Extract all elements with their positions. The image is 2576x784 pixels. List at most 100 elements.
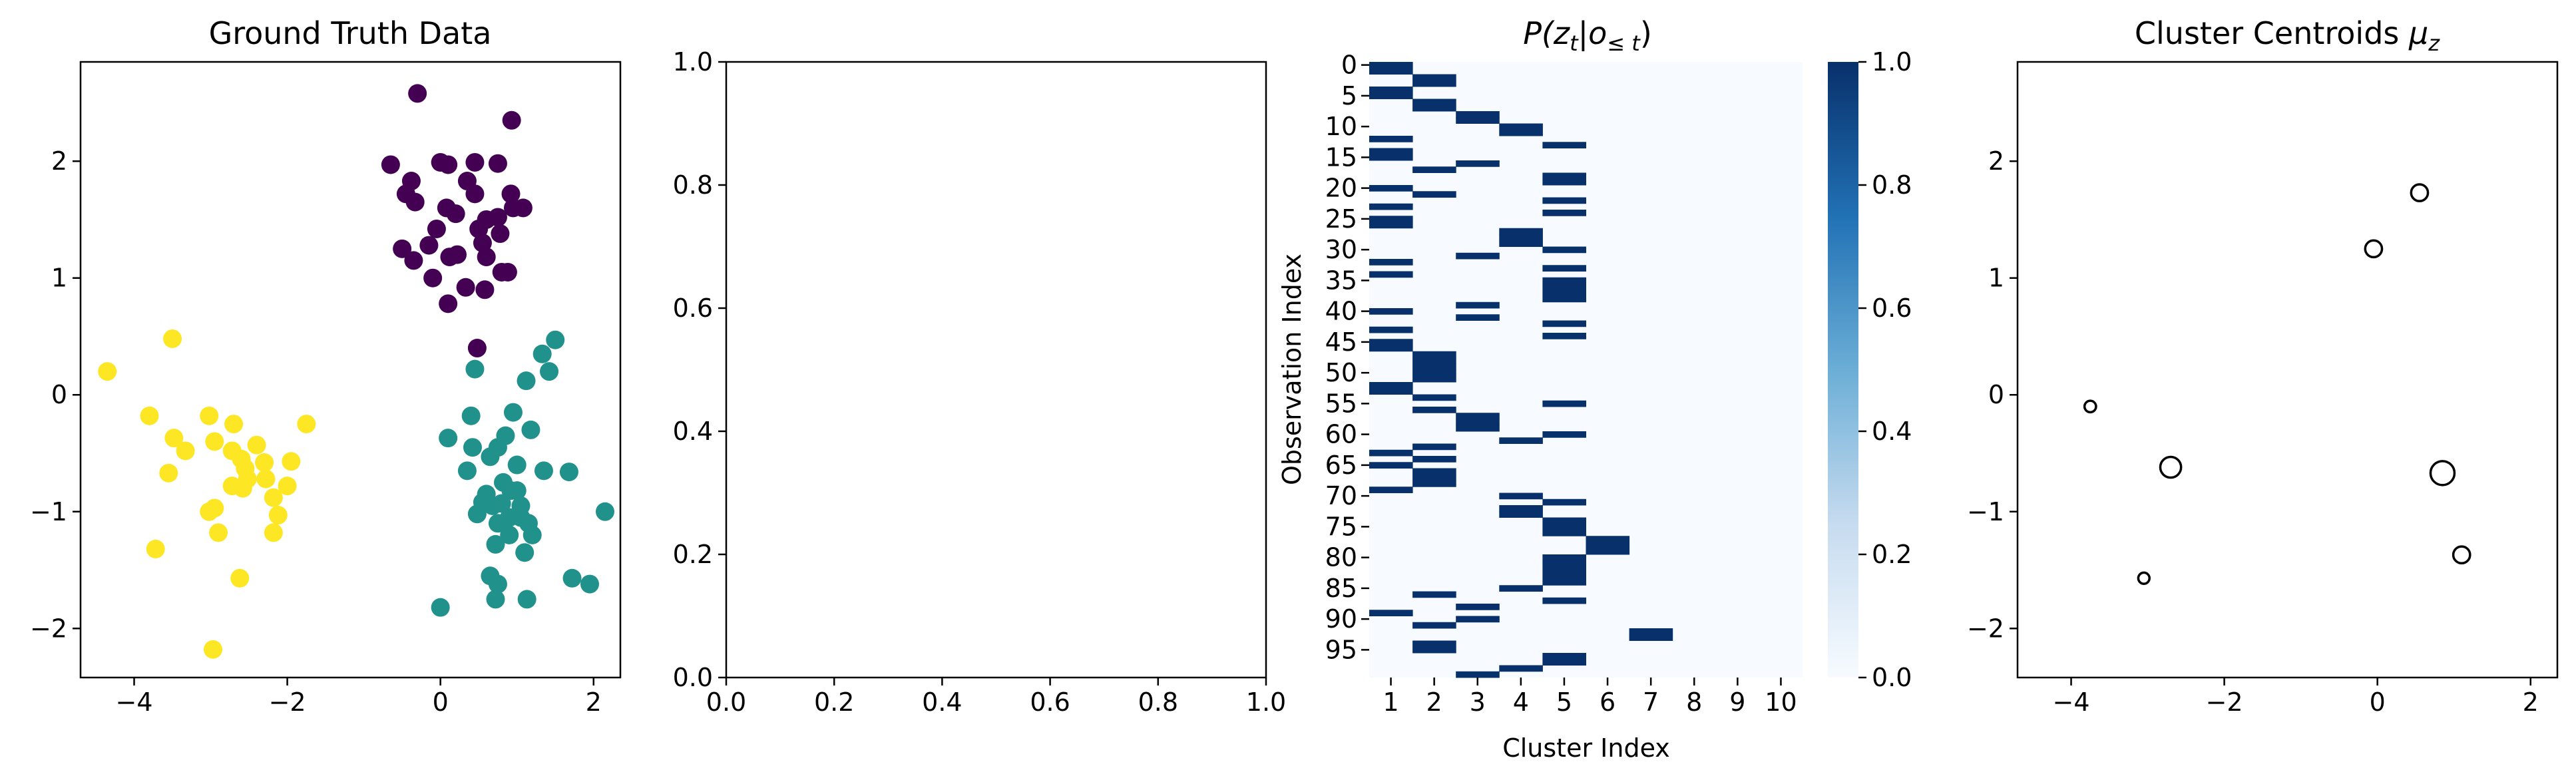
heatmap-ytick-label: 5 [1341, 81, 1357, 110]
posterior-heatmap-panel: P(zt|o≤ t) 1 2 3 4 5 6 7 8 9 10051015202530354045… [1277, 15, 1912, 763]
heatmap-cell [1412, 481, 1456, 487]
heatmap-ytick-label: 60 [1325, 420, 1357, 449]
data-point-cluster-1 [491, 224, 510, 244]
heatmap-cell [1542, 290, 1586, 296]
data-point-cluster-1 [465, 184, 485, 204]
heatmap-cell [1369, 203, 1413, 210]
ground-truth-title: Ground Truth Data [209, 15, 492, 51]
heatmap-cell [1542, 400, 1586, 407]
centroid-marker [2364, 239, 2384, 259]
colorbar-tick-label: 0.4 [1872, 417, 1912, 446]
heatmap-cell [1369, 259, 1413, 266]
heatmap-cell [1369, 487, 1413, 493]
heatmap-cell [1412, 351, 1456, 358]
heatmap-cell [1456, 671, 1500, 678]
heatmap-cell [1412, 640, 1456, 648]
heatmap-cell [1542, 431, 1586, 438]
heatmap-ytick-label: 65 [1325, 451, 1357, 480]
empty-axes-ticks: 0.0 0.2 0.4 0.6 0.8 1.0 0.0 0.2 0.4 0.6 0.8 1.0 [673, 47, 1287, 717]
data-point-cluster-3 [264, 488, 283, 507]
empty-axes-xtick-label: 0.0 [706, 687, 746, 717]
heatmap-cell [1369, 154, 1413, 161]
heatmap-ytick-label: 40 [1325, 297, 1357, 326]
data-point-cluster-2 [521, 420, 540, 439]
heatmap-xtick-label: 3 [1470, 687, 1486, 717]
data-point-cluster-2 [517, 590, 537, 609]
data-point-cluster-2 [461, 406, 481, 425]
colorbar-ticks: 0.0 0.2 0.4 0.6 0.8 1.0 [1858, 47, 1912, 692]
heatmap-cells [1369, 62, 1673, 678]
heatmap-cell [1369, 216, 1413, 222]
centroids-ytick-label: −1 [1967, 497, 2004, 526]
empty-axes-ytick-label: 0.2 [673, 540, 713, 569]
empty-axes-ytick-label: 0.4 [673, 417, 713, 446]
heatmap-cell [1369, 345, 1413, 352]
heatmap-cell [1499, 123, 1543, 130]
empty-axes-ytick-label: 0.0 [673, 663, 713, 692]
heatmap-ytick-label: 10 [1325, 112, 1357, 141]
data-point-cluster-1 [501, 184, 521, 204]
heatmap-cell [1456, 413, 1500, 419]
heatmap-cell [1412, 622, 1456, 629]
heatmap-xtick-label: 10 [1765, 687, 1797, 717]
heatmap-cell [1542, 653, 1586, 660]
ground-truth-ytick-label: 1 [51, 264, 67, 293]
heatmap-cell [1542, 523, 1586, 530]
data-point-cluster-3 [163, 329, 182, 348]
centroids-title-text: Cluster Centroids [2135, 15, 2409, 51]
heatmap-ytick-label: 0 [1341, 51, 1357, 80]
heatmap-ytick-label: 75 [1325, 512, 1357, 541]
data-point-cluster-2 [457, 461, 477, 481]
empty-axes-xtick-label: 0.4 [922, 687, 962, 717]
data-point-cluster-1 [475, 280, 495, 299]
heatmap-cell [1542, 659, 1586, 666]
ground-truth-xtick-label: 0 [433, 687, 449, 717]
data-point-cluster-1 [488, 154, 507, 173]
heatmap-title-close: ) [1640, 15, 1652, 51]
heatmap-cell [1499, 511, 1543, 518]
heatmap-cell [1542, 530, 1586, 536]
heatmap-cell [1586, 536, 1630, 542]
data-point-cluster-3 [205, 432, 224, 451]
heatmap-cell [1542, 560, 1586, 567]
centroid-marker [2452, 545, 2471, 565]
heatmap-ytick-label: 25 [1325, 204, 1357, 234]
data-point-cluster-2 [507, 455, 527, 475]
ground-truth-panel: Ground Truth Data −4 −2 0 2 −2 −1 0 1 2 [30, 15, 622, 717]
heatmap-cell [1542, 277, 1586, 284]
heatmap-cell [1412, 191, 1456, 198]
data-point-cluster-3 [268, 506, 288, 525]
heatmap-cell [1369, 222, 1413, 229]
heatmap-cell [1369, 136, 1413, 142]
data-point-cluster-3 [233, 479, 252, 498]
centroids-title-sub: z [2428, 31, 2440, 56]
heatmap-cell [1499, 505, 1543, 512]
heatmap-cell [1542, 197, 1586, 204]
heatmap-cell [1412, 363, 1456, 370]
data-point-cluster-2 [486, 590, 505, 609]
heatmap-cell [1499, 129, 1543, 136]
data-point-cluster-1 [467, 339, 487, 358]
heatmap-ytick-label: 80 [1325, 543, 1357, 572]
data-point-cluster-3 [98, 362, 117, 381]
data-point-cluster-1 [381, 155, 400, 174]
ground-truth-ytick-label: 2 [51, 146, 67, 176]
centroids-title-mu: μ [2408, 15, 2428, 51]
data-point-cluster-3 [224, 415, 244, 434]
ground-truth-ytick-label: −2 [30, 614, 67, 643]
centroids-panel: Cluster Centroids μz −4 −2 0 2 −2 −1 0 1 2 [1967, 15, 2559, 717]
colorbar-tick-label: 0.8 [1872, 170, 1912, 200]
data-point-cluster-2 [533, 344, 552, 363]
heatmap-cell [1499, 665, 1543, 672]
data-point-cluster-3 [278, 477, 297, 496]
heatmap-cell [1369, 449, 1413, 457]
heatmap-ytick-label: 85 [1325, 574, 1357, 603]
data-point-cluster-1 [465, 152, 485, 172]
heatmap-cell [1499, 240, 1543, 247]
empty-axes-xtick-label: 1.0 [1246, 687, 1286, 717]
data-point-cluster-1 [447, 245, 467, 264]
data-point-cluster-3 [209, 523, 228, 542]
ground-truth-ticks: −4 −2 0 2 −2 −1 0 1 2 [30, 146, 602, 717]
data-point-cluster-3 [200, 406, 219, 425]
data-point-cluster-2 [488, 514, 507, 533]
